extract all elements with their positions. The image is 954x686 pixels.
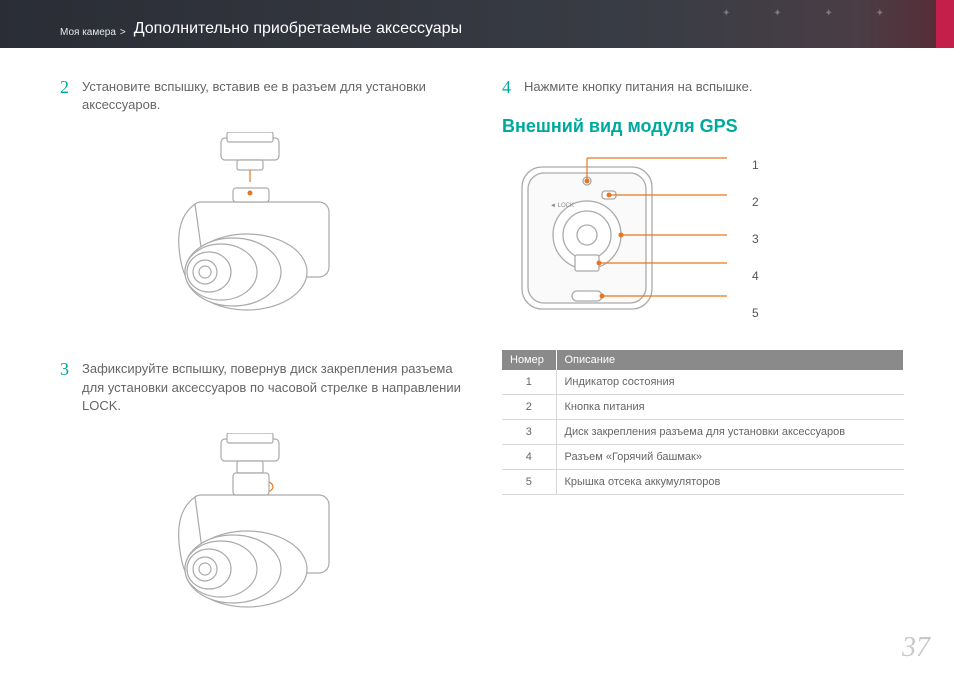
figure-flash-lock: [60, 433, 462, 638]
callout-numbers: 1 2 3 4 5: [752, 158, 759, 320]
step-text: Зафиксируйте вспышку, повернув диск закр…: [82, 360, 462, 415]
callout-2: 2: [752, 195, 759, 209]
step-number: 3: [60, 360, 74, 378]
callout-5: 5: [752, 306, 759, 320]
table-row: 1Индикатор состояния: [502, 370, 904, 395]
header-accent-bar: [936, 0, 954, 48]
step-number: 4: [502, 78, 516, 96]
table-col-number: Номер: [502, 350, 556, 370]
right-column: 4 Нажмите кнопку питания на вспышке. Вне…: [502, 78, 904, 666]
callout-1: 1: [752, 158, 759, 172]
page-number: 37: [902, 632, 930, 664]
decorative-stars: ✦ ✦ ✦ ✦: [722, 8, 904, 19]
step-number: 2: [60, 78, 74, 96]
camera-flash-insert-icon: [151, 132, 371, 327]
step-4: 4 Нажмите кнопку питания на вспышке.: [502, 78, 904, 96]
step-text: Нажмите кнопку питания на вспышке.: [524, 78, 752, 96]
gps-module-icon: ◄ LOCK: [502, 151, 732, 326]
step-3: 3 Зафиксируйте вспышку, повернув диск за…: [60, 360, 462, 415]
breadcrumb-page: Дополнительно приобретаемые аксессуары: [134, 20, 462, 38]
left-column: 2 Установите вспышку, вставив ее в разъе…: [60, 78, 462, 666]
breadcrumb-chevron: >: [120, 27, 126, 38]
callout-4: 4: [752, 269, 759, 283]
table-row: 4Разъем «Горячий башмак»: [502, 445, 904, 470]
table-row: 2Кнопка питания: [502, 395, 904, 420]
table-col-desc: Описание: [556, 350, 904, 370]
page-header: Моя камера > Дополнительно приобретаемые…: [0, 0, 954, 48]
table-row: 3Диск закрепления разъема для установки …: [502, 420, 904, 445]
gps-section-title: Внешний вид модуля GPS: [502, 116, 904, 137]
step-text: Установите вспышку, вставив ее в разъем …: [82, 78, 462, 114]
callout-3: 3: [752, 232, 759, 246]
table-row: 5Крышка отсека аккумуляторов: [502, 470, 904, 495]
camera-flash-lock-icon: [151, 433, 371, 633]
figure-flash-insert: [60, 132, 462, 332]
gps-parts-table: Номер Описание 1Индикатор состояния 2Кно…: [502, 350, 904, 495]
gps-diagram: ◄ LOCK 1 2 3 4 5: [502, 151, 904, 326]
page-content: 2 Установите вспышку, вставив ее в разъе…: [0, 48, 954, 686]
svg-text:◄ LOCK: ◄ LOCK: [550, 203, 574, 209]
step-2: 2 Установите вспышку, вставив ее в разъе…: [60, 78, 462, 114]
breadcrumb-category: Моя камера: [60, 27, 116, 38]
